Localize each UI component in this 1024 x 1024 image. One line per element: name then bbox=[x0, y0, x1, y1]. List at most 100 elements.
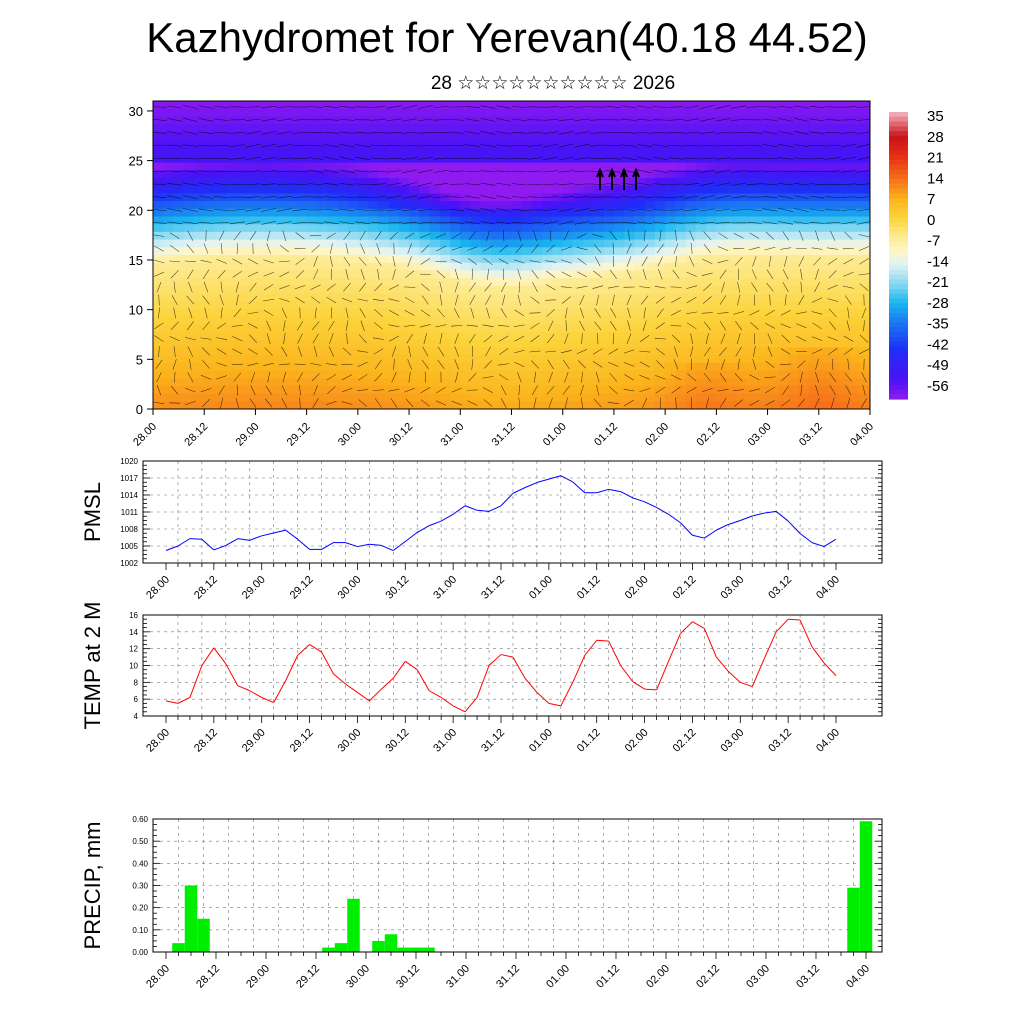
pmsl-panel-line-segment bbox=[560, 475, 574, 483]
wind-barb bbox=[565, 307, 568, 319]
heatmap-cell bbox=[808, 201, 820, 210]
x-tick-label: 01.00 bbox=[527, 574, 555, 602]
heatmap-cell bbox=[788, 185, 799, 194]
wind-barb bbox=[733, 232, 744, 239]
heatmap-cell bbox=[829, 270, 840, 279]
heatmap-cell bbox=[439, 247, 451, 256]
heatmap-cell bbox=[286, 162, 297, 171]
wind-barb bbox=[561, 246, 572, 251]
temp-panel-line-segment bbox=[799, 619, 813, 648]
wind-barb bbox=[279, 298, 290, 302]
x-tick-label: 01.00 bbox=[527, 727, 555, 755]
heatmap-cell bbox=[347, 332, 359, 341]
heatmap-cell bbox=[521, 332, 533, 341]
wind-barb bbox=[466, 324, 478, 327]
heatmap-cell bbox=[501, 347, 513, 356]
heatmap-cell bbox=[542, 401, 554, 409]
wind-barb bbox=[652, 209, 668, 211]
heatmap-cell bbox=[644, 355, 656, 364]
heatmap-cell bbox=[572, 170, 584, 179]
wind-barb bbox=[402, 195, 418, 199]
heatmap-cell bbox=[593, 262, 605, 271]
wind-barb bbox=[733, 311, 745, 315]
wind-barb bbox=[153, 271, 165, 277]
heatmap-cell bbox=[675, 116, 687, 125]
heatmap-cell bbox=[347, 362, 359, 372]
heatmap-cell bbox=[388, 401, 400, 409]
heatmap-cell bbox=[726, 293, 738, 302]
heatmap-cell bbox=[296, 208, 308, 218]
wind-barb bbox=[245, 131, 261, 135]
heatmap-cell bbox=[675, 385, 687, 395]
heatmap-cell bbox=[521, 385, 533, 395]
heatmap-cell bbox=[634, 116, 646, 125]
heatmap-cell bbox=[685, 108, 697, 117]
wind-barb bbox=[170, 245, 180, 252]
heatmap-cell bbox=[193, 270, 205, 279]
heatmap-cell bbox=[552, 401, 564, 409]
heatmap-cell bbox=[747, 170, 758, 179]
heatmap-cell bbox=[470, 101, 482, 110]
heatmap-cell bbox=[788, 255, 799, 264]
heatmap-cell bbox=[470, 308, 482, 318]
heatmap-cell bbox=[839, 347, 851, 356]
heatmap-cell bbox=[327, 231, 338, 241]
heatmap-cell bbox=[163, 278, 175, 287]
heatmap-cell bbox=[665, 332, 676, 341]
wind-barb bbox=[655, 386, 666, 394]
heatmap-cell bbox=[583, 131, 595, 141]
heatmap-cell bbox=[849, 301, 861, 310]
wind-barb bbox=[417, 157, 433, 160]
temp-panel-line-segment bbox=[823, 662, 837, 676]
wind-barb bbox=[433, 157, 449, 160]
wind-barb bbox=[846, 320, 851, 332]
pmsl-panel-line-segment bbox=[404, 532, 418, 542]
wind-barb bbox=[154, 245, 164, 252]
x-tick-label: 01.12 bbox=[592, 421, 620, 449]
wind-barb bbox=[370, 144, 386, 147]
colorbar-label: -35 bbox=[927, 316, 949, 333]
heatmap-cell bbox=[204, 170, 216, 179]
heatmap-cell bbox=[450, 208, 461, 218]
heatmap-cell bbox=[839, 316, 851, 325]
heatmap-cell bbox=[521, 262, 533, 271]
heatmap-cell bbox=[695, 239, 707, 248]
wind-barb bbox=[626, 333, 632, 344]
heatmap-cell bbox=[675, 347, 687, 356]
heatmap-cell bbox=[572, 278, 584, 287]
wind-barb bbox=[533, 230, 537, 242]
heatmap-cell bbox=[624, 278, 636, 287]
heatmap-cell bbox=[603, 316, 615, 325]
heatmap-cell bbox=[470, 293, 482, 302]
heatmap-cell bbox=[388, 224, 400, 233]
heatmap-cell bbox=[572, 162, 584, 171]
wind-barb bbox=[245, 106, 261, 108]
heatmap-cell bbox=[798, 385, 810, 395]
heatmap-cell bbox=[634, 247, 646, 256]
heatmap-cell bbox=[388, 262, 400, 271]
heatmap-cell bbox=[460, 108, 472, 117]
heatmap-cell bbox=[511, 347, 523, 356]
wind-barb bbox=[847, 307, 850, 319]
wind-barb bbox=[153, 170, 167, 172]
wind-barb bbox=[778, 157, 794, 160]
heatmap-cell bbox=[234, 247, 246, 256]
heatmap-cell bbox=[603, 154, 615, 164]
wind-barb bbox=[449, 119, 465, 121]
heatmap-cell bbox=[695, 285, 707, 295]
colorbar-swatch bbox=[889, 178, 908, 185]
heatmap-cell bbox=[316, 316, 328, 325]
wind-barb bbox=[703, 321, 711, 331]
colorbar-swatch bbox=[889, 355, 908, 362]
heatmap-cell bbox=[521, 370, 533, 379]
heatmap-cell bbox=[521, 139, 533, 148]
heatmap-cell bbox=[153, 339, 164, 348]
heatmap-cell bbox=[675, 401, 687, 409]
heatmap-cell bbox=[357, 224, 369, 233]
x-tick-label: 30.12 bbox=[383, 574, 411, 602]
wind-barb bbox=[198, 131, 214, 134]
heatmap-cell bbox=[163, 139, 175, 148]
wind-barb bbox=[357, 389, 369, 392]
wind-barb bbox=[496, 105, 512, 109]
wind-barb bbox=[513, 324, 525, 327]
